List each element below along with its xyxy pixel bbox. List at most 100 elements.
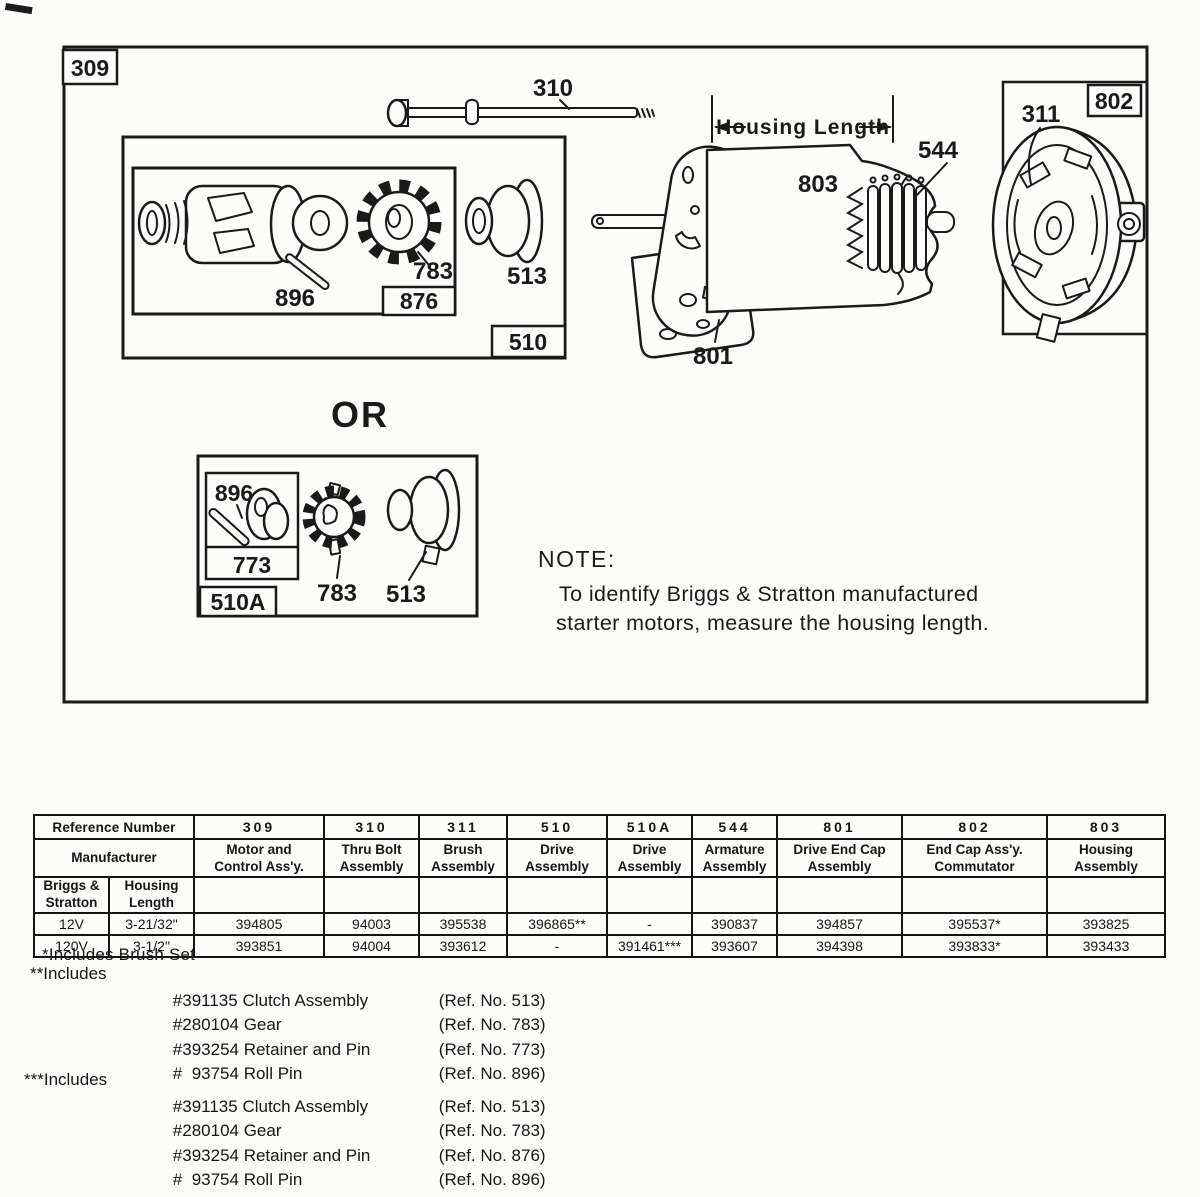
- roll-pin-ref-label: 896: [275, 285, 315, 312]
- part-number-cell: -: [606, 911, 693, 936]
- part-number-cell: 393607: [691, 933, 778, 958]
- empty-cell: [418, 876, 508, 914]
- roll-pin-drawing: [285, 253, 330, 290]
- reference-number-header: Reference Number: [33, 814, 195, 840]
- manufacturer-header: Manufacturer: [33, 838, 195, 878]
- or-separator: OR: [331, 394, 389, 435]
- drive-box-ref-label: 510: [509, 329, 547, 355]
- housing-length-dimension: Housing Length: [711, 95, 894, 143]
- housing-length-value: 3-1/2": [108, 933, 195, 958]
- table-row-reference-numbers: Reference Number 309 310 311 510 510A 54…: [33, 814, 1166, 840]
- part-number-cell: 393851: [193, 933, 325, 958]
- ref-col-803: 803: [1046, 814, 1166, 840]
- part-number-cell: 395538: [418, 911, 508, 936]
- footnote-item: #391135 Clutch Assembly (Ref. No. 513): [172, 990, 546, 1010]
- note-block: NOTE: To identify Briggs & Stratton manu…: [538, 546, 989, 635]
- clutch-drawing-alt: [386, 468, 461, 566]
- clutch-drawing: [464, 178, 544, 264]
- footnote-brush-set: *Includes Brush Set: [42, 945, 196, 964]
- roll-pin-ref-label-alt: 896: [215, 480, 253, 506]
- name-col-309: Motor and Control Ass'y.: [193, 838, 325, 878]
- footnote-marker: ***Includes: [24, 1070, 108, 1089]
- footnote-item: # 93754 Roll Pin (Ref. No. 896): [172, 1064, 546, 1083]
- empty-cell: [323, 876, 420, 914]
- drive-housing-drawing: [137, 184, 307, 265]
- armature-drawing: [845, 173, 955, 274]
- housing-length-cell: Housing Length: [108, 876, 195, 914]
- name-col-510a: Drive Assembly: [606, 838, 693, 878]
- ref-col-311: 311: [418, 814, 508, 840]
- housing-length-label: Housing Length: [716, 116, 890, 139]
- note-heading: NOTE:: [538, 546, 616, 572]
- part-number-cell: 394805: [193, 911, 325, 936]
- gear-drawing: [356, 179, 442, 265]
- table-row-part-names: Manufacturer Motor and Control Ass'y. Thr…: [33, 838, 1166, 878]
- part-number-cell: 390837: [691, 911, 778, 936]
- gear-ref-label: 783: [413, 258, 453, 285]
- gear-ref-label-alt: 783: [317, 580, 357, 607]
- ref-col-544: 544: [691, 814, 778, 840]
- footnote-item: #280104 Gear (Ref. No. 783): [172, 1015, 546, 1034]
- ref-col-510: 510: [506, 814, 608, 840]
- note-line-2: starter motors, measure the housing leng…: [556, 611, 989, 635]
- empty-cell: [1046, 876, 1166, 914]
- retainer-box-ref-label: 876: [400, 288, 438, 314]
- empty-cell: [506, 876, 608, 914]
- name-col-801: Drive End Cap Assembly: [776, 838, 903, 878]
- footnote-item: #393254 Retainer and Pin (Ref. No. 876): [172, 1145, 546, 1165]
- part-number-cell: 394398: [776, 933, 903, 958]
- name-col-544: Armature Assembly: [691, 838, 778, 878]
- drive-assembly-510a-box: 896 773 783: [196, 454, 479, 618]
- footnote-item: # 93754 Roll Pin (Ref. No. 896): [172, 1170, 546, 1189]
- empty-cell: [691, 876, 778, 914]
- part-number-cell: 393833*: [901, 933, 1048, 958]
- name-col-311: Brush Assembly: [418, 838, 508, 878]
- retainer-box-ref-label-alt: 773: [233, 552, 271, 578]
- part-number-cell: 94004: [323, 933, 420, 958]
- part-number-cell: 94003: [323, 911, 420, 936]
- part-number-cell: 391461***: [606, 933, 693, 958]
- empty-cell: [776, 876, 903, 914]
- exploded-parts-diagram: 309 310: [4, 3, 1149, 704]
- thru-bolt-ref-label: 310: [533, 75, 573, 102]
- name-col-510: Drive Assembly: [506, 838, 608, 878]
- note-line-1: To identify Briggs & Stratton manufactur…: [559, 582, 979, 606]
- end-cap-ref-label: 801: [693, 343, 733, 370]
- drive-box-alt-ref-label: 510A: [211, 589, 266, 615]
- parts-table: Reference Number 309 310 311 510 510A 54…: [33, 814, 1166, 958]
- empty-cell: [606, 876, 693, 914]
- part-number-cell: 393433: [1046, 933, 1166, 958]
- commutator-box-ref-label: 802: [1095, 88, 1133, 114]
- armature-ref-label: 544: [918, 137, 959, 164]
- ref-col-309: 309: [193, 814, 325, 840]
- table-row-120v: 120V 3-1/2" 393851 94004 393612 - 391461…: [33, 933, 1166, 958]
- retainer-drawing: [245, 487, 290, 541]
- thru-bolt-drawing: 310: [386, 75, 655, 128]
- housing-ref-label: 803: [798, 171, 838, 198]
- commutator-end-cap-drawing: [991, 80, 1149, 343]
- starter-motor-drawing: 801 803 Housing Length: [591, 80, 1149, 370]
- ref-col-801: 801: [776, 814, 903, 840]
- brush-ref-label: 311: [1022, 101, 1061, 128]
- clutch-ref-label-alt: 513: [386, 581, 426, 608]
- empty-cell: [901, 876, 1048, 914]
- name-col-310: Thru Bolt Assembly: [323, 838, 420, 878]
- part-number-cell: 395537*: [901, 911, 1048, 936]
- ref-col-802: 802: [901, 814, 1048, 840]
- part-number-cell: 393612: [418, 933, 508, 958]
- scan-artifact: [4, 3, 33, 15]
- roll-pin-drawing-alt: [208, 507, 250, 547]
- footnote-item: #280104 Gear (Ref. No. 783): [172, 1121, 546, 1140]
- empty-cell: [193, 876, 325, 914]
- bolt-threads: [636, 108, 655, 118]
- washer-drawing: [291, 194, 349, 252]
- part-number-cell: 393825: [1046, 911, 1166, 936]
- brand-cell: Briggs & Stratton: [33, 876, 110, 914]
- diagram-frame: 309: [61, 45, 1149, 704]
- footnote-marker: **Includes: [30, 964, 107, 983]
- part-number-cell: 396865**: [506, 911, 608, 936]
- name-col-802: End Cap Ass'y. Commutator: [901, 838, 1048, 878]
- voltage-cell: 12V: [33, 911, 110, 936]
- gear-drawing-alt: [302, 481, 366, 556]
